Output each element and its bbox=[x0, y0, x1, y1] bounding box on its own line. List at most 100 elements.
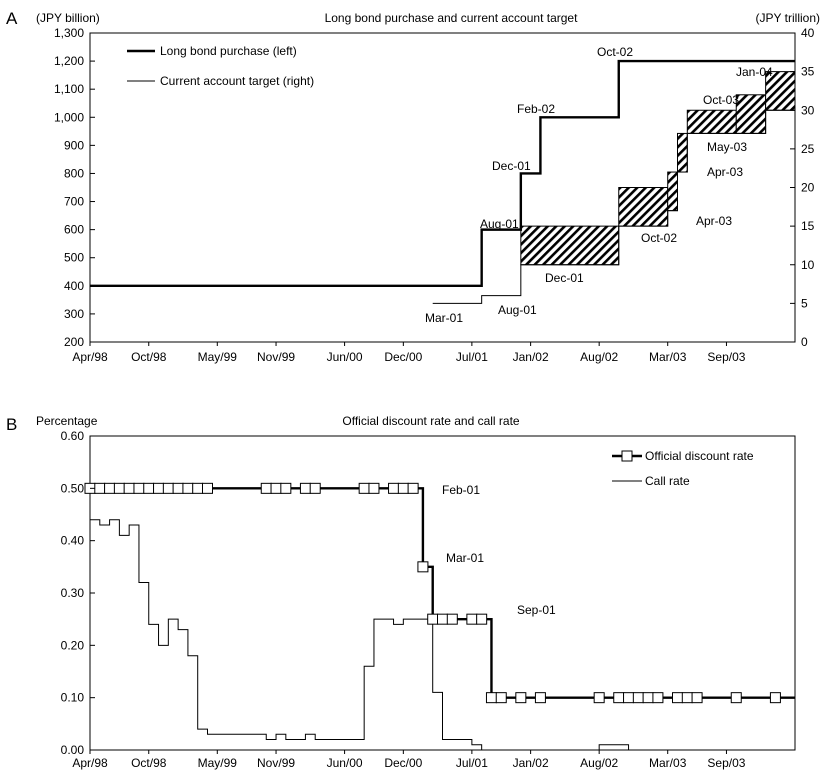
panel-b-y-tick-label: 0.20 bbox=[61, 638, 85, 652]
official-discount-rate-marker bbox=[593, 692, 605, 704]
current-account-target-range bbox=[618, 187, 669, 227]
panel-a: A (JPY billion) (JPY trillion) Long bond… bbox=[6, 9, 820, 364]
official-discount-rate-marker bbox=[202, 482, 213, 494]
annotation-target-aug-01: Aug-01 bbox=[498, 303, 537, 317]
official-discount-rate-marker bbox=[652, 692, 664, 704]
panel-b-x-tick-label: Nov/99 bbox=[257, 756, 295, 770]
annotation-mar-01: Mar-01 bbox=[446, 551, 484, 565]
official-discount-rate-marker bbox=[133, 482, 145, 494]
official-discount-rate-marker bbox=[162, 482, 174, 494]
panel-a-right-tick-label: 20 bbox=[801, 181, 815, 195]
panel-b-x-tick-label: Oct/98 bbox=[131, 756, 167, 770]
official-discount-rate-marker bbox=[613, 692, 625, 704]
panel-b-annotations: Feb-01 Mar-01 Sep-01 bbox=[442, 483, 556, 617]
official-discount-rate-marker bbox=[672, 692, 683, 704]
panel-a-left-tick-label: 1,300 bbox=[54, 26, 84, 40]
official-discount-rate-marker bbox=[94, 482, 106, 494]
official-discount-rate-marker bbox=[397, 482, 409, 494]
annotation-target-apr-03-low: Apr-03 bbox=[696, 214, 732, 228]
annotation-target-may-03: May-03 bbox=[707, 140, 747, 154]
annotation-bond-feb-02: Feb-02 bbox=[517, 102, 555, 116]
official-discount-rate-marker bbox=[681, 692, 693, 704]
official-discount-rate-marker bbox=[182, 482, 194, 494]
panel-b-y-axis-unit: Percentage bbox=[36, 414, 98, 428]
official-discount-rate-marker bbox=[192, 482, 204, 494]
panel-a-x-tick-label: Sep/03 bbox=[707, 350, 745, 364]
official-discount-rate-marker bbox=[642, 692, 654, 704]
panel-a-x-tick-label: Mar/03 bbox=[649, 350, 687, 364]
panel-a-left-tick-label: 1,000 bbox=[54, 110, 84, 124]
panel-a-legend: Long bond purchase (left) Current accoun… bbox=[127, 44, 314, 88]
official-discount-rate-marker bbox=[769, 692, 781, 704]
panel-b-x-tick-label: Sep/03 bbox=[707, 756, 745, 770]
panel-a-x-tick-label: Apr/98 bbox=[72, 350, 108, 364]
official-discount-rate-marker bbox=[309, 482, 321, 494]
official-discount-rate-marker bbox=[299, 482, 311, 494]
annotation-target-oct-02: Oct-02 bbox=[641, 231, 677, 245]
panel-b-x-tick-label: Apr/98 bbox=[72, 756, 108, 770]
annotation-bond-dec-01: Dec-01 bbox=[492, 159, 531, 173]
official-discount-rate-marker bbox=[172, 482, 184, 494]
panel-b: B Percentage Official discount rate and … bbox=[6, 414, 796, 770]
panel-a-right-tick-label: 0 bbox=[801, 335, 808, 349]
panel-b-lines bbox=[90, 487, 795, 751]
panel-b-legend: Official discount rate Call rate bbox=[612, 449, 754, 488]
panel-a-right-axis-unit: (JPY trillion) bbox=[756, 11, 820, 25]
panel-a-left-tick-label: 400 bbox=[64, 279, 84, 293]
official-discount-rate-marker bbox=[427, 613, 439, 625]
annotation-target-dec-01: Dec-01 bbox=[545, 271, 584, 285]
official-discount-rate-marker bbox=[446, 613, 458, 625]
panel-a-right-tick-label: 15 bbox=[801, 219, 815, 233]
panel-a-right-tick-label: 10 bbox=[801, 258, 815, 272]
official-discount-rate-marker bbox=[368, 482, 380, 494]
panel-b-x-tick-label: Jan/02 bbox=[513, 756, 549, 770]
official-discount-rate-marker bbox=[407, 482, 419, 494]
annotation-bond-aug-01: Aug-01 bbox=[480, 217, 519, 231]
current-account-target-range bbox=[677, 132, 688, 173]
panel-a-x-tick-label: Jul/01 bbox=[456, 350, 488, 364]
panel-b-y-tick-label: 0.10 bbox=[61, 691, 85, 705]
official-discount-rate-marker bbox=[466, 613, 478, 625]
official-discount-rate-marker bbox=[358, 482, 370, 494]
annotation-feb-01: Feb-01 bbox=[442, 483, 480, 497]
official-discount-rate-marker bbox=[476, 613, 488, 625]
official-discount-rate-marker bbox=[730, 692, 742, 704]
panel-b-x-tick-label: May/99 bbox=[198, 756, 238, 770]
panel-a-annotations: Aug-01 Dec-01 Feb-02 Oct-02 Mar-01 Aug-0… bbox=[425, 45, 773, 325]
current-account-target-range bbox=[667, 171, 678, 212]
panel-a-left-tick-label: 500 bbox=[64, 251, 84, 265]
official-discount-rate-marker bbox=[495, 692, 507, 704]
official-discount-rate-marker bbox=[270, 482, 282, 494]
official-discount-rate-marker bbox=[123, 482, 135, 494]
panel-b-ticks: 0.00 0.10 0.20 0.30 0.40 0.50 0.60 Apr/98 Oct/98… bbox=[61, 429, 746, 770]
call-rate-line bbox=[90, 519, 795, 751]
panel-a-left-tick-label: 200 bbox=[64, 335, 84, 349]
panel-a-right-tick-label: 35 bbox=[801, 65, 815, 79]
annotation-target-jan-04: Jan-04 bbox=[736, 65, 773, 79]
long-bond-purchase-line bbox=[90, 59, 795, 288]
panel-b-y-tick-label: 0.40 bbox=[61, 534, 85, 548]
legend-call-rate-label: Call rate bbox=[645, 474, 690, 488]
panel-b-y-tick-label: 0.60 bbox=[61, 429, 85, 443]
panel-a-right-tick-label: 5 bbox=[801, 296, 808, 310]
panel-a-x-tick-label: Jun/00 bbox=[327, 350, 363, 364]
legend-long-bond-label: Long bond purchase (left) bbox=[160, 44, 297, 58]
panel-a-left-tick-label: 800 bbox=[64, 166, 84, 180]
annotation-bond-oct-02: Oct-02 bbox=[597, 45, 633, 59]
panel-a-left-tick-label: 300 bbox=[64, 307, 84, 321]
official-discount-rate-marker bbox=[260, 482, 272, 494]
official-discount-rate-marker bbox=[388, 482, 400, 494]
panel-b-title: Official discount rate and call rate bbox=[342, 414, 520, 428]
panel-a-lines bbox=[90, 59, 795, 304]
panel-a-left-tick-label: 600 bbox=[64, 223, 84, 237]
official-discount-rate-markers bbox=[84, 482, 781, 704]
legend-discount-rate-label: Official discount rate bbox=[645, 449, 754, 463]
panel-a-letter: A bbox=[6, 9, 18, 28]
panel-a-left-tick-label: 900 bbox=[64, 138, 84, 152]
annotation-sep-01: Sep-01 bbox=[517, 603, 556, 617]
official-discount-rate-marker bbox=[437, 613, 448, 625]
official-discount-rate-marker bbox=[143, 482, 155, 494]
panel-a-title: Long bond purchase and current account t… bbox=[325, 11, 579, 25]
panel-a-right-tick-label: 40 bbox=[801, 26, 815, 40]
